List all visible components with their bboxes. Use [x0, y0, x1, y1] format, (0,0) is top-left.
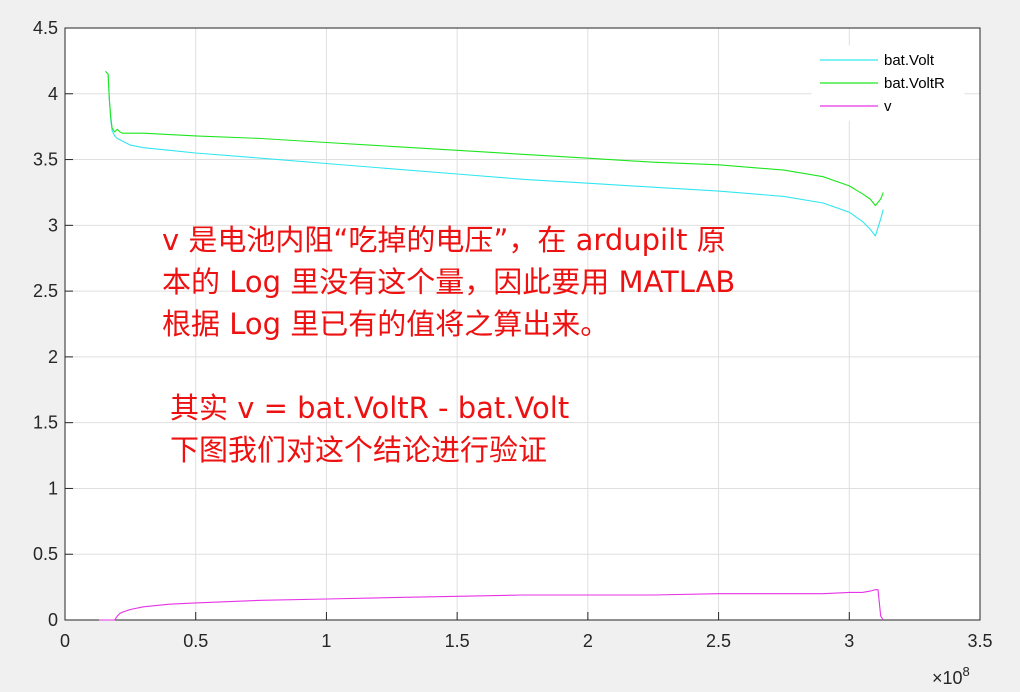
x-tick-label: 2.5	[706, 631, 731, 651]
x-tick-label: 2	[583, 631, 593, 651]
annotation-block-1: v 是电池内阻“吃掉的电压”，在 ardupilt 原 本的 Log 里没有这个…	[162, 219, 735, 345]
axes-box	[64, 27, 981, 621]
legend: bat.Volt bat.VoltR v	[811, 45, 965, 121]
annotation-line-3: 根据 Log 里已有的值将之算出来。	[162, 307, 610, 341]
annotation-block-2: 其实 v = bat.VoltR - bat.Volt 下图我们对这个结论进行验…	[170, 387, 569, 471]
tick-labels: 0 0.5 1 1.5 2 2.5 3 3.5 0 0.5 1 1.5 2 2.5 3 3.5 4 4.5	[33, 18, 993, 651]
y-tick-label: 0.5	[33, 544, 58, 564]
x-tick-label: 1	[321, 631, 331, 651]
x-tick-label: 3.5	[967, 631, 992, 651]
y-tick-label: 4.5	[33, 18, 58, 38]
y-tick-label: 2	[48, 347, 58, 367]
y-tick-label: 1	[48, 478, 58, 498]
annotation-line-2: 本的 Log 里没有这个量，因此要用 MATLAB	[162, 265, 736, 299]
legend-label: bat.Volt	[884, 52, 935, 69]
series-line-bat.Volt	[105, 71, 884, 237]
x-tick-label: 0.5	[183, 631, 208, 651]
x-exponent-label: ×108	[932, 664, 970, 688]
y-tick-label: 3.5	[33, 150, 58, 170]
x-tick-label: 1.5	[445, 631, 470, 651]
series-line-v	[99, 589, 884, 621]
x-tick-label: 3	[844, 631, 854, 651]
annotation-line-1: v 是电池内阻“吃掉的电压”，在 ardupilt 原	[162, 223, 726, 257]
y-tick-label: 0	[48, 610, 58, 630]
legend-label: v	[884, 98, 892, 115]
annotation-line-5: 下图我们对这个结论进行验证	[170, 433, 548, 467]
legend-label: bat.VoltR	[884, 75, 945, 92]
y-tick-label: 1.5	[33, 413, 58, 433]
y-tick-label: 3	[48, 215, 58, 235]
series-line-bat.VoltR	[105, 71, 884, 207]
plot-area	[65, 28, 980, 620]
y-tick-label: 2.5	[33, 281, 58, 301]
y-tick-label: 4	[48, 84, 58, 104]
annotation-line-4: 其实 v = bat.VoltR - bat.Volt	[170, 391, 570, 425]
series-layer	[99, 71, 884, 621]
x-tick-label: 0	[60, 631, 70, 651]
